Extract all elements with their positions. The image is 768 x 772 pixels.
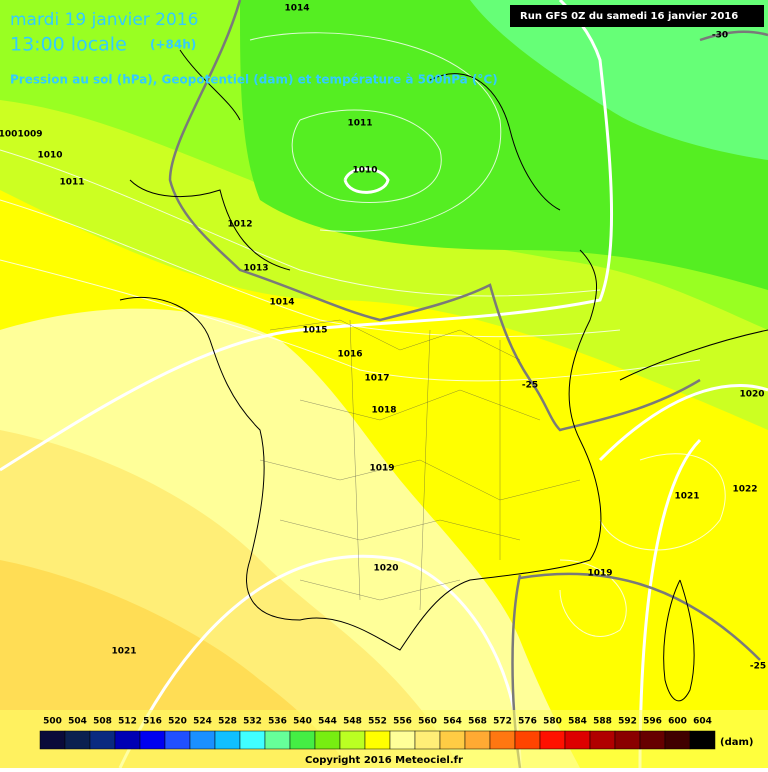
- isobar-label: 1016: [337, 350, 362, 360]
- legend-swatch: [414, 730, 441, 750]
- isobar-label: 1011: [59, 178, 84, 188]
- legend-swatch: [89, 730, 116, 750]
- legend-swatch: [439, 730, 466, 750]
- legend-label: 520: [168, 717, 187, 727]
- isobar-label: 1011: [347, 119, 372, 129]
- legend-swatch: [689, 730, 716, 750]
- isobars: [0, 32, 726, 637]
- isobar-label: 1019: [369, 464, 394, 474]
- legend-swatch: [189, 730, 216, 750]
- legend-swatch: [664, 730, 691, 750]
- subtitle: Pression au sol (hPa), Geopotentiel (dam…: [10, 73, 498, 87]
- legend-swatch: [239, 730, 266, 750]
- legend-label: 512: [118, 717, 137, 727]
- isobar-label: 1017: [364, 374, 389, 384]
- coastlines: [119, 49, 768, 702]
- temperature-label: -25: [750, 662, 766, 672]
- legend-label: 592: [618, 717, 637, 727]
- legend-swatch: [164, 730, 191, 750]
- legend-unit: (dam): [720, 737, 753, 748]
- isobar-label: 1018: [371, 406, 396, 416]
- legend-label: 548: [343, 717, 362, 727]
- isobar-label: 1021: [674, 492, 699, 502]
- legend-swatch: [589, 730, 616, 750]
- legend-label: 580: [543, 717, 562, 727]
- isobar-label: 100: [0, 130, 17, 140]
- isobar-label: 1010: [352, 166, 377, 176]
- run-info: Run GFS 0Z du samedi 16 janvier 2016: [520, 11, 738, 22]
- legend-label: 600: [668, 717, 687, 727]
- legend-label: 568: [468, 717, 487, 727]
- legend-swatch: [539, 730, 566, 750]
- legend-swatch: [139, 730, 166, 750]
- copyright: Copyright 2016 Meteociel.fr: [305, 755, 463, 766]
- isobar-label: 1020: [739, 390, 764, 400]
- legend-swatch: [389, 730, 416, 750]
- legend-label: 508: [93, 717, 112, 727]
- isobar-label: 1020: [373, 564, 398, 574]
- legend-label: 500: [43, 717, 62, 727]
- isobar-label: 1021: [111, 647, 136, 657]
- legend-label: 564: [443, 717, 462, 727]
- run-box: [510, 5, 764, 27]
- map-labels: 1014 1011 1010 100 1009 1010 1011 1012 1013 1014 1…: [0, 4, 766, 672]
- legend-label: 532: [243, 717, 262, 727]
- legend-label: 576: [518, 717, 537, 727]
- legend-swatch: [39, 730, 66, 750]
- band-536: [470, 0, 768, 160]
- legend-swatch: [114, 730, 141, 750]
- legend: 500 504 508 512 516 520 524 528 532 536 540 544 548 5…: [39, 717, 716, 750]
- isobar-label: 1022: [732, 485, 757, 495]
- legend-label: 524: [193, 717, 212, 727]
- isobar-label: 1013: [243, 264, 268, 274]
- date: mardi 19 janvier 2016: [10, 10, 198, 30]
- legend-swatch: [639, 730, 666, 750]
- isobar-label: 1012: [227, 220, 252, 230]
- legend-label: 588: [593, 717, 612, 727]
- isobar-label: 1009: [17, 130, 42, 140]
- legend-swatch: [364, 730, 391, 750]
- legend-label: 552: [368, 717, 387, 727]
- legend-swatch: [339, 730, 366, 750]
- legend-swatch: [289, 730, 316, 750]
- legend-label: 584: [568, 717, 587, 727]
- legend-label: 536: [268, 717, 287, 727]
- legend-swatch: [64, 730, 91, 750]
- legend-label: 516: [143, 717, 162, 727]
- legend-swatch: [614, 730, 641, 750]
- legend-label: 528: [218, 717, 237, 727]
- legend-swatch: [514, 730, 541, 750]
- time: 13:00 locale: [10, 34, 127, 56]
- legend-label: 556: [393, 717, 412, 727]
- legend-label: 540: [293, 717, 312, 727]
- legend-label: 504: [68, 717, 87, 727]
- legend-swatch: [564, 730, 591, 750]
- isobar-label: 1019: [587, 569, 612, 579]
- legend-swatch: [214, 730, 241, 750]
- legend-label: 596: [643, 717, 662, 727]
- legend-swatch: [314, 730, 341, 750]
- legend-swatch: [264, 730, 291, 750]
- legend-label: 572: [493, 717, 512, 727]
- legend-label: 604: [693, 717, 712, 727]
- isobar-label: 1014: [284, 4, 309, 14]
- legend-swatch: [489, 730, 516, 750]
- temperature-label: -30: [712, 31, 728, 41]
- department-borders: [259, 319, 581, 611]
- isobar-label: 1010: [37, 151, 62, 161]
- isobar-label: 1014: [269, 298, 294, 308]
- legend-label: 560: [418, 717, 437, 727]
- temperature-label: -25: [522, 381, 538, 391]
- legend-label: 544: [318, 717, 337, 727]
- lead: (+84h): [150, 38, 196, 52]
- isobar-label: 1015: [302, 326, 327, 336]
- legend-swatch: [464, 730, 491, 750]
